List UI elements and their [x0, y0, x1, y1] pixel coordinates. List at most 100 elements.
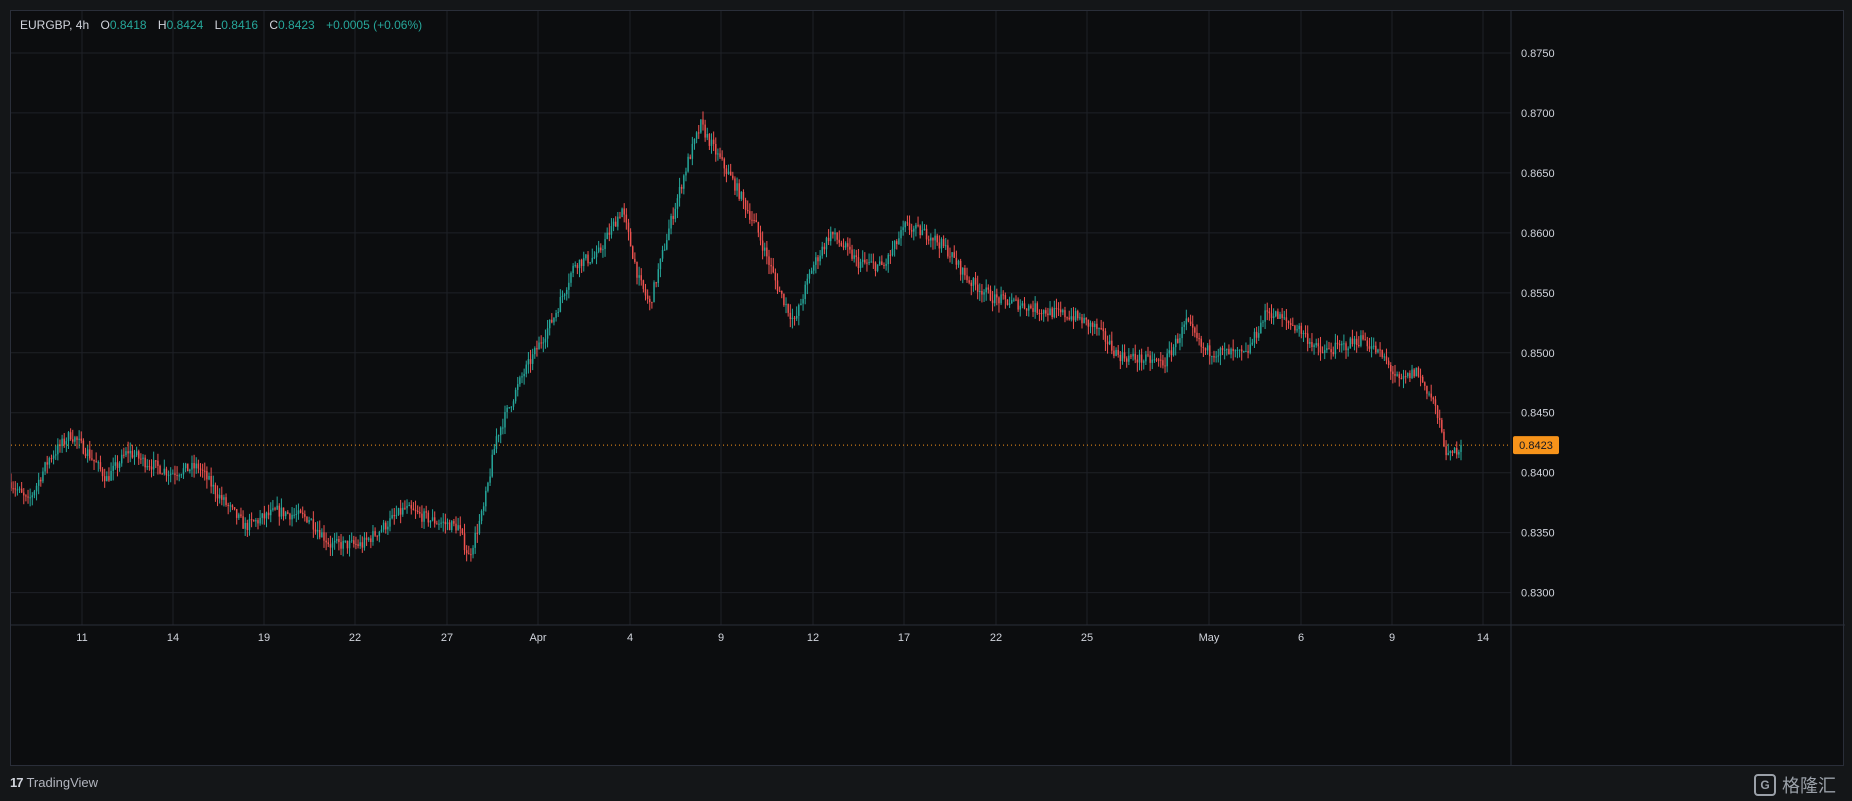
candle-body	[74, 437, 76, 442]
change-value: +0.0005 (+0.06%)	[326, 18, 423, 32]
candle-body	[1083, 317, 1085, 324]
candle-body	[186, 463, 189, 472]
candle-body	[953, 252, 955, 258]
candle-body	[448, 522, 451, 531]
candle-body	[1209, 345, 1211, 357]
candle-body	[163, 468, 166, 474]
candle-body	[1185, 318, 1188, 325]
candle-body	[297, 510, 300, 515]
candle-body	[693, 138, 696, 144]
candle-body	[1272, 316, 1275, 319]
candle-body	[1264, 310, 1266, 322]
candle-body	[974, 278, 977, 285]
candle-body	[1198, 338, 1200, 340]
candle-body	[299, 510, 302, 513]
candle-body	[161, 473, 163, 475]
candle-body	[768, 256, 770, 265]
candle-body	[906, 222, 909, 224]
candle-body	[1104, 331, 1107, 342]
candle-body	[216, 494, 219, 499]
candle-body	[983, 292, 985, 295]
tradingview-logo[interactable]: 17 TradingView	[10, 775, 98, 790]
candle-body	[1385, 356, 1388, 361]
candle-body	[384, 522, 387, 530]
low-label: L	[214, 18, 222, 32]
candle-body	[753, 219, 755, 221]
candle-body	[1174, 338, 1177, 348]
candle-body	[1166, 353, 1168, 367]
candle-body	[148, 466, 151, 468]
candle-body	[1368, 346, 1371, 349]
candle-body	[523, 373, 525, 377]
candle-body	[1451, 451, 1454, 454]
candle-body	[759, 232, 762, 241]
price-chart[interactable]: 0.8300 0.8350 0.8400 0.8450 0.8500 0.8550 0.86…	[11, 11, 1845, 767]
candle-body	[444, 521, 447, 525]
candle-body	[921, 230, 924, 236]
candle-body	[557, 311, 559, 313]
candle-body	[1334, 342, 1337, 355]
candle-body	[1266, 310, 1268, 312]
candle-body	[1002, 294, 1004, 296]
candle-body	[212, 484, 215, 487]
candle-body	[336, 539, 338, 541]
candle-body	[1438, 418, 1441, 420]
candle-body	[1260, 322, 1262, 334]
candle-body	[1187, 318, 1190, 322]
candle-body	[423, 511, 425, 522]
x-tick-label: 22	[990, 632, 1002, 644]
candle-body	[840, 242, 843, 246]
candle-body	[993, 294, 996, 304]
candle-body	[1140, 354, 1143, 363]
candle-body	[1319, 346, 1322, 353]
candle-body	[282, 507, 285, 517]
candle-body	[527, 359, 530, 365]
candle-body	[725, 168, 728, 174]
candle-body	[789, 312, 792, 320]
candle-body	[442, 521, 444, 523]
candle-body	[1387, 360, 1390, 365]
candle-body	[103, 476, 106, 482]
candle-body	[48, 458, 51, 465]
candle-body	[1323, 350, 1326, 353]
candle-body	[740, 192, 743, 199]
candle-body	[12, 488, 14, 490]
candle-body	[785, 304, 787, 306]
candle-body	[666, 240, 668, 250]
candle-body	[1064, 310, 1066, 318]
candle-body	[538, 342, 540, 350]
candle-body	[1194, 327, 1196, 333]
candle-body	[1253, 331, 1256, 343]
candle-body	[312, 519, 315, 530]
candle-body	[1030, 305, 1032, 309]
candle-body	[72, 439, 74, 442]
candle-body	[233, 507, 236, 510]
chart-frame[interactable]: 0.8300 0.8350 0.8400 0.8450 0.8500 0.8550 0.86…	[10, 10, 1845, 767]
candle-body	[370, 538, 372, 543]
candle-body	[69, 432, 72, 440]
candle-body	[240, 514, 242, 517]
candle-body	[1366, 340, 1369, 347]
candle-body	[947, 245, 949, 257]
candle-body	[1447, 452, 1449, 456]
candle-body	[578, 259, 581, 269]
candle-body	[842, 245, 845, 248]
candle-body	[291, 514, 293, 520]
candle-body	[736, 183, 738, 191]
candle-body	[1255, 331, 1258, 338]
candle-body	[868, 262, 870, 264]
candle-body	[781, 290, 783, 294]
candle-body	[218, 495, 221, 499]
candle-body	[1338, 344, 1341, 346]
candle-body	[110, 470, 112, 481]
candle-body	[184, 463, 187, 469]
candle-body	[199, 468, 202, 470]
candle-body	[536, 348, 538, 350]
candle-body	[631, 246, 634, 259]
candle-body	[191, 463, 193, 470]
last-price-label: 0.8423	[1519, 440, 1553, 452]
candle-body	[344, 540, 347, 542]
last-price-badge	[1513, 436, 1559, 455]
candle-body	[1042, 310, 1045, 314]
candle-body	[414, 510, 417, 512]
